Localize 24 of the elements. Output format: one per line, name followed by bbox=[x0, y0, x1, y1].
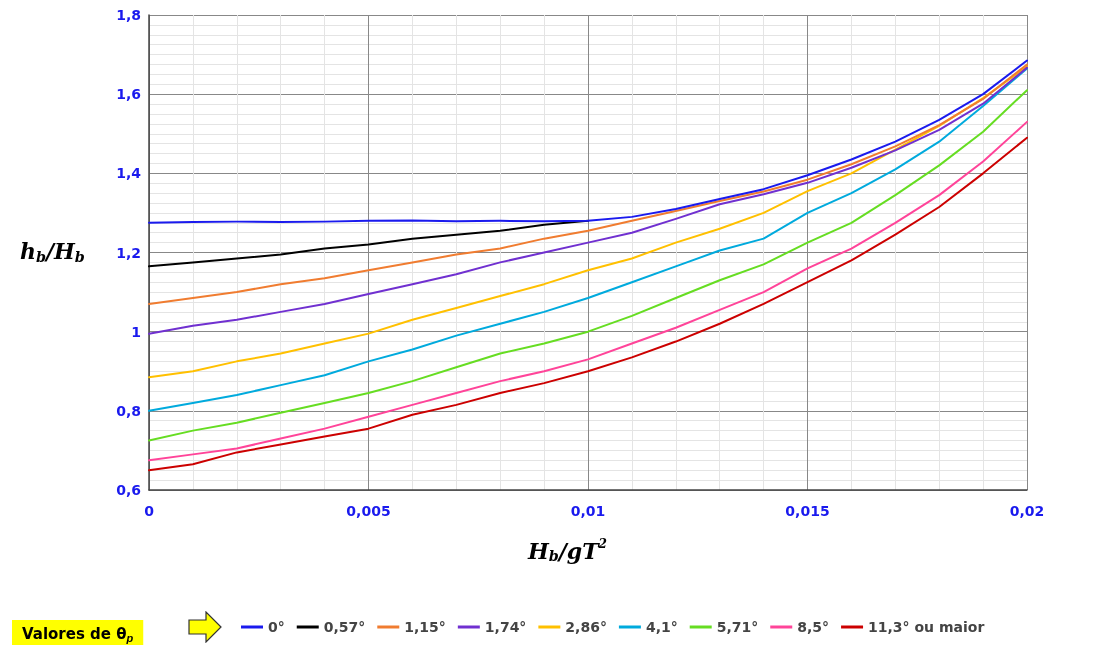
legend-label: 8,5° bbox=[797, 619, 830, 635]
legend-label: 0° bbox=[268, 619, 285, 635]
x-tick-label: 0 bbox=[144, 503, 155, 519]
legend-label: 0,57° bbox=[323, 619, 366, 635]
legend-label: 11,3° ou maior bbox=[868, 619, 985, 635]
legend-label: 1,15° bbox=[404, 619, 446, 635]
y-tick-label: 1 bbox=[131, 323, 141, 340]
y-axis-title: hb/Hb bbox=[20, 238, 85, 265]
y-tick-label: 0,8 bbox=[116, 402, 141, 419]
legend-label: 5,71° bbox=[716, 619, 759, 635]
line-series bbox=[148, 59, 1028, 224]
x-tick-label: 0,01 bbox=[570, 503, 606, 519]
x-tick-label: 0,015 bbox=[785, 503, 830, 519]
y-tick-label: 1,2 bbox=[116, 244, 141, 261]
legend-label: 1,74° bbox=[484, 619, 527, 635]
y-tick-label: 1,4 bbox=[116, 165, 142, 182]
x-tick-label: 0,02 bbox=[1009, 503, 1045, 519]
y-tick-label: 0,6 bbox=[116, 482, 141, 498]
x-tick-label: 0,005 bbox=[346, 503, 391, 519]
y-tick-label: 1,6 bbox=[116, 86, 141, 103]
legend-title: Valores de θp bbox=[22, 625, 134, 644]
y-tick-label: 1,8 bbox=[116, 7, 141, 23]
legend-label: 4,1° bbox=[645, 619, 678, 635]
legend-label: 2,86° bbox=[565, 619, 607, 635]
